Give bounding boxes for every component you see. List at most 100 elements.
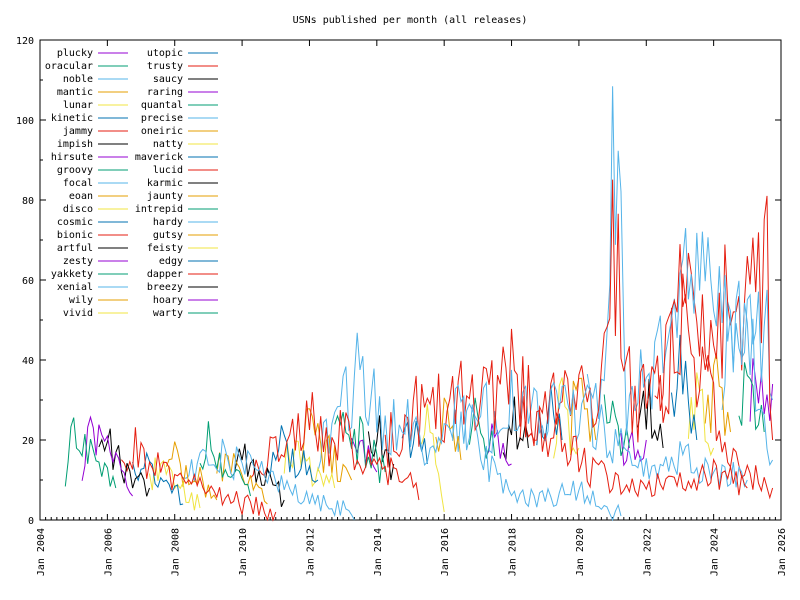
series-line-lucid — [250, 392, 420, 501]
series-line-natty — [283, 440, 336, 489]
y-tick-label: 100 — [16, 116, 34, 127]
x-tick-label: Jan 2006 — [103, 528, 114, 576]
x-tick-label: Jan 2024 — [710, 528, 721, 576]
x-tick-label: Jan 2018 — [508, 528, 519, 576]
legend-label: oneiric — [141, 126, 183, 137]
legend-label: lunar — [63, 100, 93, 111]
series-line-vivid — [418, 404, 445, 513]
legend-label: disco — [63, 204, 93, 215]
legend-label: zesty — [63, 256, 93, 267]
legend-label: xenial — [57, 282, 93, 293]
legend-label: edgy — [159, 256, 183, 267]
legend-label: groovy — [57, 165, 93, 176]
series-line-mantic — [704, 353, 731, 436]
series-line-feisty — [149, 457, 201, 511]
series-line-trusty — [384, 328, 748, 498]
series-line-jaunty — [216, 452, 268, 505]
y-tick-label: 60 — [22, 276, 34, 287]
legend-label: lucid — [153, 165, 183, 176]
series-line-noble — [721, 289, 774, 411]
legend-label: utopic — [147, 48, 183, 59]
series-line-hardy — [182, 438, 355, 521]
y-tick-label: 0 — [28, 516, 34, 527]
legend-label: hardy — [153, 217, 183, 228]
series-line-groovy — [603, 394, 630, 457]
legend-label: intrepid — [135, 204, 183, 215]
x-tick-label: Jan 2022 — [642, 528, 653, 576]
legend-label: hoary — [153, 295, 183, 306]
series-line-hirsute — [620, 431, 647, 467]
series-line-artful — [502, 396, 529, 460]
series-line-precise — [317, 332, 622, 522]
legend-label: kinetic — [51, 113, 93, 124]
legend-label: focal — [63, 178, 93, 189]
legend-label: mantic — [57, 87, 93, 98]
legend-label: warty — [153, 308, 183, 319]
legend-label: gutsy — [153, 230, 183, 241]
series-line-hoary — [81, 415, 133, 497]
x-tick-label: Jan 2014 — [373, 528, 384, 576]
legend-label: cosmic — [57, 217, 93, 228]
legend-label: wily — [69, 295, 93, 306]
legend-label: eoan — [69, 191, 93, 202]
series-line-xenial — [452, 369, 748, 488]
legend-label: impish — [57, 139, 93, 150]
series-line-maverick — [266, 425, 319, 483]
x-tick-label: Jan 2008 — [171, 528, 182, 576]
series-line-utopic — [401, 420, 428, 465]
series-line-quantal — [334, 411, 386, 484]
legend-label: oracular — [45, 61, 93, 72]
series-line-oracular — [738, 362, 765, 433]
x-tick-label: Jan 2012 — [305, 528, 316, 576]
series-line-oneiric — [300, 408, 353, 483]
x-tick-label: Jan 2020 — [575, 528, 586, 576]
series-line-focal — [586, 86, 774, 467]
series-line-zesty — [485, 423, 512, 467]
x-tick-label: Jan 2016 — [440, 528, 451, 576]
legend-label: natty — [153, 139, 183, 150]
series-line-breezy — [98, 428, 150, 497]
series-line-intrepid — [199, 421, 251, 497]
legend-label: bionic — [57, 230, 93, 241]
y-axis: 0 20 40 60 80 100 120 — [16, 36, 781, 527]
plot-frame — [39, 39, 782, 521]
x-tick-label: Jan 2010 — [238, 528, 249, 576]
legend-label: dapper — [147, 269, 183, 280]
legend-label: noble — [63, 74, 93, 85]
series-line-dapper — [121, 427, 277, 522]
x-tick-label: Jan 2026 — [777, 528, 788, 576]
legend-label: breezy — [147, 282, 183, 293]
y-tick-label: 40 — [22, 356, 34, 367]
legend-label: yakkety — [51, 269, 93, 280]
series-line-eoan — [570, 377, 597, 455]
series-line-impish — [637, 378, 664, 449]
series-line-jammy — [654, 195, 774, 441]
legend-label: vivid — [63, 308, 93, 319]
y-tick-label: 80 — [22, 196, 34, 207]
legend-label: artful — [57, 243, 93, 254]
x-tick-label: Jan 2004 — [36, 528, 47, 576]
series-line-wily — [435, 397, 462, 461]
series-line-warty — [64, 417, 117, 489]
legend-label: raring — [147, 87, 183, 98]
legend-label: maverick — [135, 152, 183, 163]
series-line-kinetic — [671, 334, 698, 441]
y-tick-label: 120 — [16, 36, 34, 47]
series-line-edgy — [132, 451, 184, 506]
legend-label: trusty — [147, 61, 183, 72]
legend-label: jammy — [63, 126, 93, 137]
series-line-gutsy — [165, 441, 218, 501]
legend-label: quantal — [141, 100, 183, 111]
series-line-lunar — [687, 372, 715, 457]
legend-label: feisty — [147, 243, 183, 254]
legend: plucky oracular noble mantic lunar kinetic jam… — [45, 48, 218, 319]
x-axis: Jan 2004 Jan 2006 Jan 2008 Jan 2010 Jan 2012… — [36, 40, 788, 576]
legend-label: hirsute — [51, 152, 93, 163]
legend-label: precise — [141, 113, 183, 124]
legend-label: plucky — [57, 48, 93, 59]
series-layer — [64, 86, 774, 522]
y-tick-label: 20 — [22, 436, 34, 447]
legend-label: jaunty — [147, 191, 183, 202]
legend-label: karmic — [147, 178, 183, 189]
